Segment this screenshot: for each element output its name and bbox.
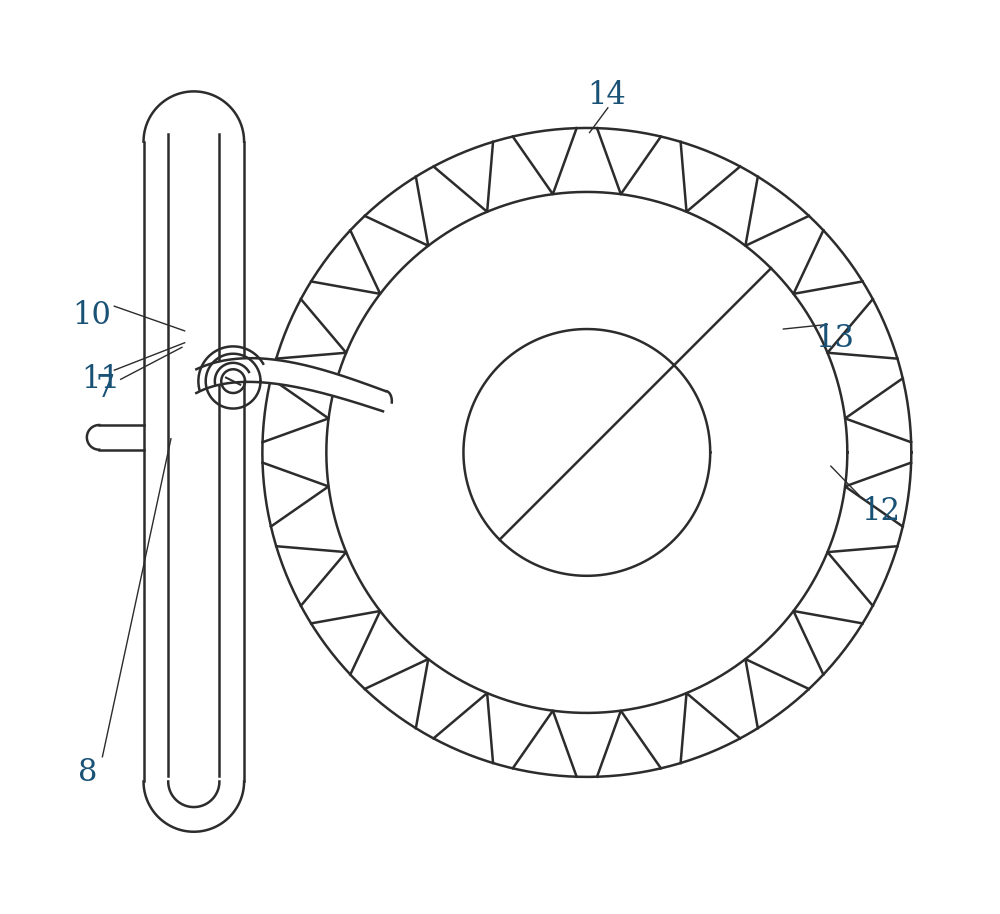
Text: 12: 12: [861, 496, 900, 527]
Polygon shape: [196, 358, 386, 411]
Text: 13: 13: [815, 323, 854, 354]
Text: 7: 7: [95, 373, 114, 404]
Text: 8: 8: [78, 757, 97, 788]
Text: 14: 14: [587, 80, 626, 112]
Text: 10: 10: [72, 300, 111, 331]
Text: 11: 11: [81, 364, 120, 395]
